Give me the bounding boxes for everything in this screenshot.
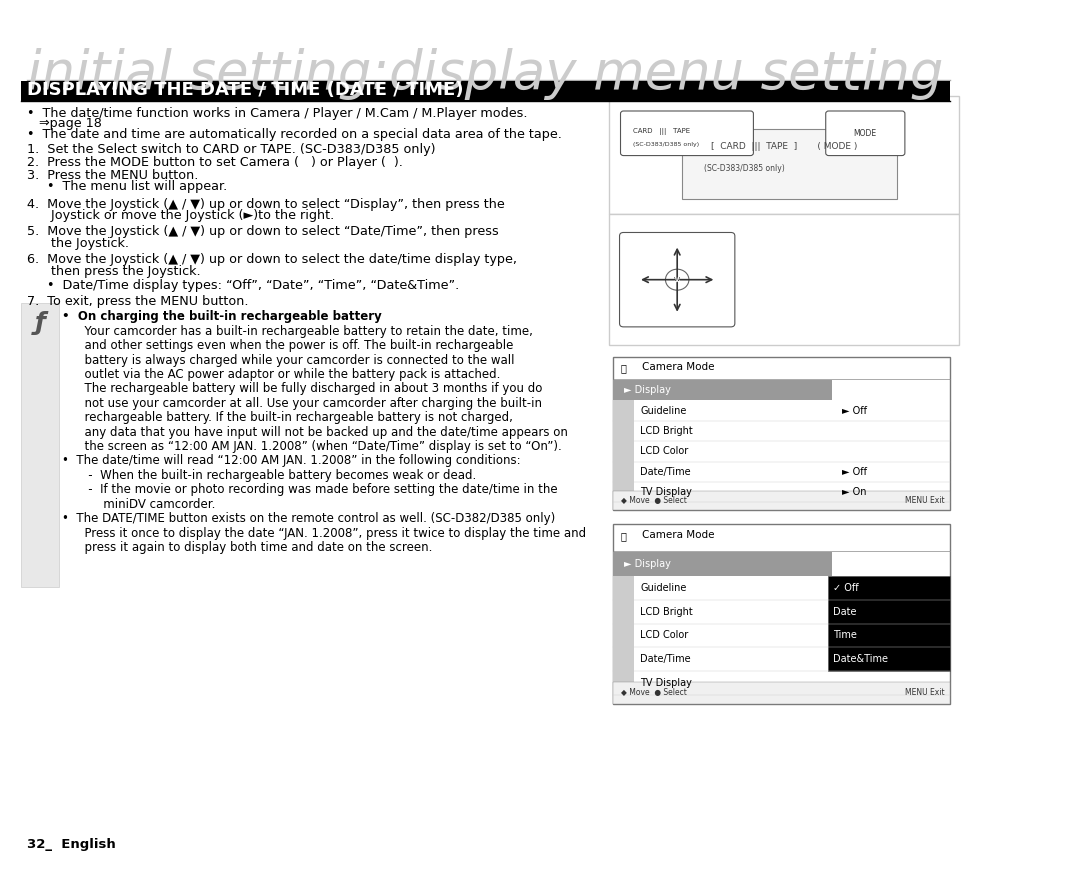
Text: ► On: ► On [842, 487, 866, 497]
Text: •  The DATE/TIME button exists on the remote control as well. (SC-D382/D385 only: • The DATE/TIME button exists on the rem… [62, 512, 555, 525]
Bar [612, 357, 949, 510]
Text: 4.  Move the ​Joystick​ (▲ / ▼) up or down to select “Display”, then press the: 4. Move the ​Joystick​ (▲ / ▼) up or dow… [27, 198, 505, 211]
Text: 32_  English: 32_ English [27, 838, 117, 851]
Text: Camera Mode: Camera Mode [642, 362, 715, 371]
Text: -  When the built-in rechargeable battery becomes weak or dead.: - When the built-in rechargeable battery… [62, 468, 476, 482]
Text: (SC-D383/D385 only): (SC-D383/D385 only) [633, 142, 700, 147]
Text: W: W [674, 277, 680, 282]
Text: •  The menu list will appear.: • The menu list will appear. [27, 180, 228, 193]
Bar [612, 491, 949, 510]
Text: Guideline: Guideline [640, 406, 687, 416]
Bar [612, 623, 634, 648]
Text: ► Off: ► Off [842, 406, 867, 416]
Text: •  The date/time function works in ​Camera​ / ​Player​ / ​M.Cam​ / ​M.Player​ mo: • The date/time function works in ​Camer… [27, 107, 528, 120]
Bar [612, 461, 634, 482]
Text: ► Off: ► Off [842, 467, 867, 477]
Text: battery is always charged while your camcorder is connected to the wall: battery is always charged while your cam… [62, 353, 514, 366]
Bar [612, 551, 832, 576]
Text: MENU Exit: MENU Exit [905, 689, 945, 697]
Text: ► Display: ► Display [624, 558, 672, 569]
Text: Date/Time: Date/Time [640, 467, 691, 477]
Bar [612, 380, 832, 400]
Text: •  On charging the built-in rechargeable battery: • On charging the built-in rechargeable … [62, 310, 381, 323]
Bar [828, 576, 949, 671]
Text: outlet via the AC power adaptor or while the battery pack is attached.: outlet via the AC power adaptor or while… [62, 368, 500, 381]
Text: •  Date/Time display types: “Off”, “Date”, “Time”, “Date&Time”.: • Date/Time display types: “Off”, “Date”… [27, 279, 460, 292]
Text: miniDV camcorder.: miniDV camcorder. [62, 498, 215, 510]
Text: the ​Joystick​.: the ​Joystick​. [27, 237, 130, 250]
Text: LCD Color: LCD Color [640, 630, 688, 641]
Text: ✓ Off: ✓ Off [842, 630, 867, 641]
Text: DISPLAYING THE DATE / TIME (DATE / TIME): DISPLAYING THE DATE / TIME (DATE / TIME) [27, 80, 464, 99]
Text: CARD   |||   TAPE: CARD ||| TAPE [633, 128, 690, 135]
Text: not use your camcorder at all. Use your camcorder after charging the built-in: not use your camcorder at all. Use your … [62, 397, 541, 410]
Text: 🎥: 🎥 [621, 531, 626, 541]
Text: and other settings even when the power is off. The built-in rechargeable: and other settings even when the power i… [62, 339, 513, 352]
Text: ◆ Move  ● Select: ◆ Move ● Select [621, 689, 687, 697]
Text: ◆ Move  ● Select: ◆ Move ● Select [621, 496, 687, 505]
Bar [612, 576, 634, 600]
Bar [612, 482, 634, 503]
Text: TV Display: TV Display [640, 678, 692, 688]
Text: 1.  Set the ​Select​ switch to ​CARD​ or ​TAPE​. (SC-D383/D385 only): 1. Set the ​Select​ switch to ​CARD​ or … [27, 143, 436, 156]
Text: 3.  Press the ​MENU​ button.: 3. Press the ​MENU​ button. [27, 169, 199, 182]
Text: LCD Bright: LCD Bright [640, 426, 692, 436]
FancyBboxPatch shape [826, 111, 905, 156]
Text: ✓ Off: ✓ Off [834, 583, 859, 593]
Text: Press it once to display the date “JAN. 1.2008”, press it twice to display the t: Press it once to display the date “JAN. … [62, 526, 585, 539]
Text: Date&Time: Date&Time [834, 655, 889, 664]
Bar [612, 648, 634, 671]
Bar [612, 600, 634, 623]
Text: Date: Date [834, 607, 856, 616]
Text: press it again to display both time and date on the screen.: press it again to display both time and … [62, 541, 432, 554]
FancyBboxPatch shape [609, 96, 959, 214]
Text: 7.  To exit, press the ​MENU​ button.: 7. To exit, press the ​MENU​ button. [27, 295, 248, 308]
Bar [22, 303, 58, 587]
Text: Time: Time [834, 630, 858, 641]
Text: Date/Time: Date/Time [640, 655, 691, 664]
Text: rechargeable battery. If the built-in rechargeable battery is not charged,: rechargeable battery. If the built-in re… [62, 412, 512, 424]
Bar [612, 682, 949, 704]
Text: Your camcorder has a built-in rechargeable battery to retain the date, time,: Your camcorder has a built-in rechargeab… [62, 324, 532, 337]
Text: MODE: MODE [853, 129, 876, 138]
Bar [683, 129, 897, 199]
Text: ​Joystick​ or move the ​Joystick​ (►)to the right.: ​Joystick​ or move the ​Joystick​ (►)to … [27, 209, 335, 222]
Text: ► Display: ► Display [624, 385, 672, 395]
Text: Guideline: Guideline [640, 583, 687, 593]
Text: LCD Color: LCD Color [640, 447, 688, 456]
Text: 🎥: 🎥 [621, 364, 626, 373]
Text: ƒ: ƒ [35, 311, 45, 336]
Bar [612, 420, 634, 441]
Text: then press the ​Joystick​.: then press the ​Joystick​. [27, 265, 201, 278]
Bar [612, 671, 634, 695]
FancyBboxPatch shape [22, 81, 949, 101]
Bar [612, 400, 634, 420]
Bar [612, 441, 634, 461]
Text: ⇒page 18: ⇒page 18 [27, 117, 103, 130]
Text: (SC-D383/D385 only): (SC-D383/D385 only) [704, 163, 785, 173]
Text: 5.  Move the ​Joystick​ (▲ / ▼) up or down to select “Date/Time”, then press: 5. Move the ​Joystick​ (▲ / ▼) up or dow… [27, 225, 499, 239]
Text: •  The date/time will read “12:00 AM JAN. 1.2008” in the following conditions:: • The date/time will read “12:00 AM JAN.… [62, 454, 521, 468]
Text: any data that you have input will not be backed up and the date/time appears on: any data that you have input will not be… [62, 426, 567, 439]
Text: Camera Mode: Camera Mode [642, 530, 715, 539]
Text: •  The date and time are automatically recorded on a special data area of the ta: • The date and time are automatically re… [27, 128, 563, 142]
FancyBboxPatch shape [621, 111, 754, 156]
FancyBboxPatch shape [620, 232, 734, 327]
Text: TV Display: TV Display [640, 487, 692, 497]
Text: initial setting:display menu setting: initial setting:display menu setting [27, 48, 944, 100]
Text: MENU Exit: MENU Exit [905, 496, 945, 505]
Text: 2.  Press the ​MODE​ button to set ​Camera​ (   ) or ​Player​ (  ).: 2. Press the ​MODE​ button to set ​Camer… [27, 156, 403, 169]
FancyBboxPatch shape [609, 214, 959, 345]
Text: The rechargeable battery will be fully discharged in about 3 months if you do: The rechargeable battery will be fully d… [62, 383, 542, 395]
Text: 6.  Move the ​Joystick​ (▲ / ▼) up or down to select the date/time display type,: 6. Move the ​Joystick​ (▲ / ▼) up or dow… [27, 253, 517, 267]
Text: LCD Bright: LCD Bright [640, 607, 692, 616]
Text: -  If the movie or photo recording was made before setting the date/time in the: - If the movie or photo recording was ma… [62, 483, 557, 496]
Bar [612, 524, 949, 704]
Text: [  CARD  |||  TAPE  ]       ( MODE ): [ CARD ||| TAPE ] ( MODE ) [711, 142, 856, 151]
Text: the screen as “12:00 AM JAN. 1.2008” (when “Date/Time” display is set to “On”).: the screen as “12:00 AM JAN. 1.2008” (wh… [62, 440, 562, 453]
